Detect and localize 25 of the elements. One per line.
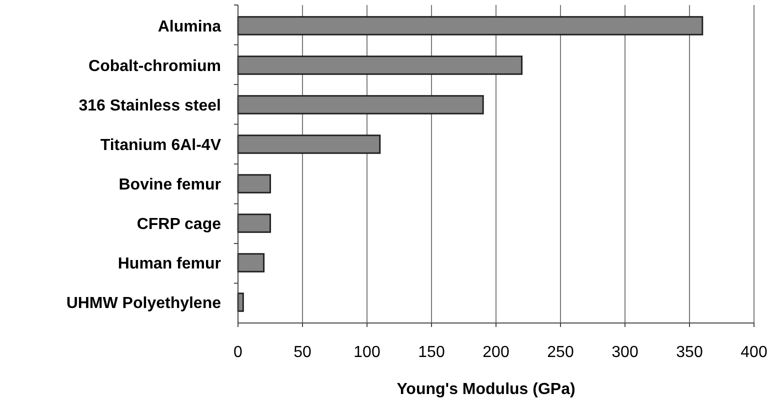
x-tick-label: 250 <box>547 344 574 361</box>
y-tick-label: UHMW Polyethylene <box>66 294 222 312</box>
bar <box>237 95 484 114</box>
x-tick-label: 50 <box>294 344 312 361</box>
bar <box>237 253 265 272</box>
y-tick-label: 316 Stainless steel <box>78 97 221 114</box>
bar <box>237 16 704 36</box>
x-tick-label: 0 <box>234 344 243 361</box>
bar <box>237 174 271 194</box>
y-tick-label: Bovine femur <box>118 176 221 194</box>
y-tick-label: CFRP cage <box>136 216 222 233</box>
y-tick-label: Human femur <box>118 255 221 272</box>
x-tick-label: 100 <box>354 344 380 361</box>
x-tick-label: 300 <box>612 344 638 361</box>
bar <box>237 56 523 75</box>
x-tick-label: 150 <box>418 344 445 361</box>
y-tick-label: Alumina <box>158 18 222 36</box>
y-tick-label: Cobalt-chromium <box>88 58 221 75</box>
x-tick-label: 350 <box>676 344 703 361</box>
bar <box>237 134 381 154</box>
x-tick-label: 200 <box>482 344 510 361</box>
x-tick-label: 400 <box>740 344 768 361</box>
x-axis-title: Young's Modulus (GPa) <box>396 381 576 398</box>
bar <box>237 214 271 233</box>
y-tick-label: Titanium 6Al-4V <box>100 136 222 154</box>
